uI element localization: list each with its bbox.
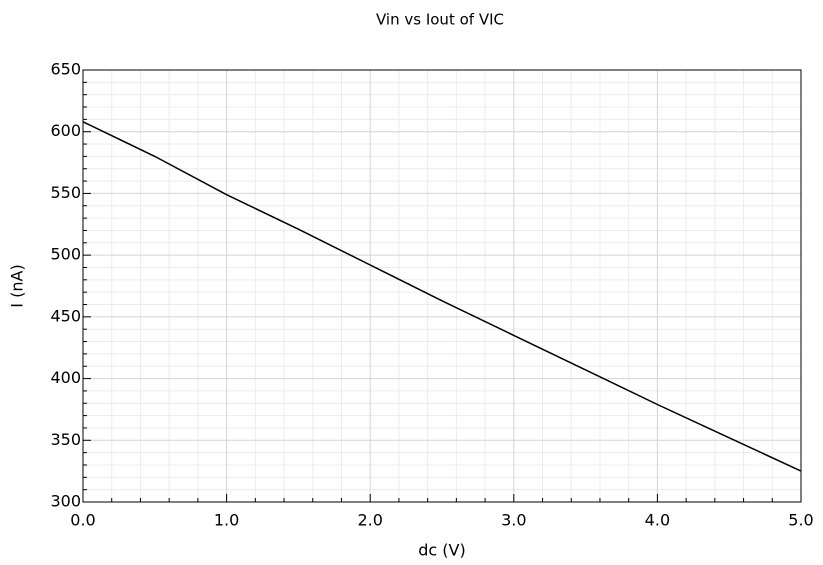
data-line — [82, 121, 802, 472]
x-tick-label: 2.0 — [357, 511, 382, 530]
plot-frame — [82, 69, 802, 503]
x-axis-label: dc (V) — [418, 541, 465, 560]
x-tick-label: 4.0 — [645, 511, 670, 530]
x-tick-label: 1.0 — [214, 511, 239, 530]
x-tick-label: 0.0 — [70, 511, 95, 530]
y-tick-label: 350 — [50, 430, 81, 449]
y-tick-label: 500 — [50, 245, 81, 264]
y-axis-label: I (nA) — [8, 264, 27, 307]
y-tick-label: 300 — [50, 492, 81, 511]
y-tick-label: 550 — [50, 183, 81, 202]
y-tick-label: 650 — [50, 60, 81, 79]
y-tick-label: 400 — [50, 368, 81, 387]
chart-title: Vin vs Iout of VIC — [376, 11, 504, 29]
y-tick-label: 450 — [50, 306, 81, 325]
y-tick-label: 600 — [50, 121, 81, 140]
x-tick-label: 5.0 — [788, 511, 813, 530]
x-tick-label: 3.0 — [501, 511, 526, 530]
